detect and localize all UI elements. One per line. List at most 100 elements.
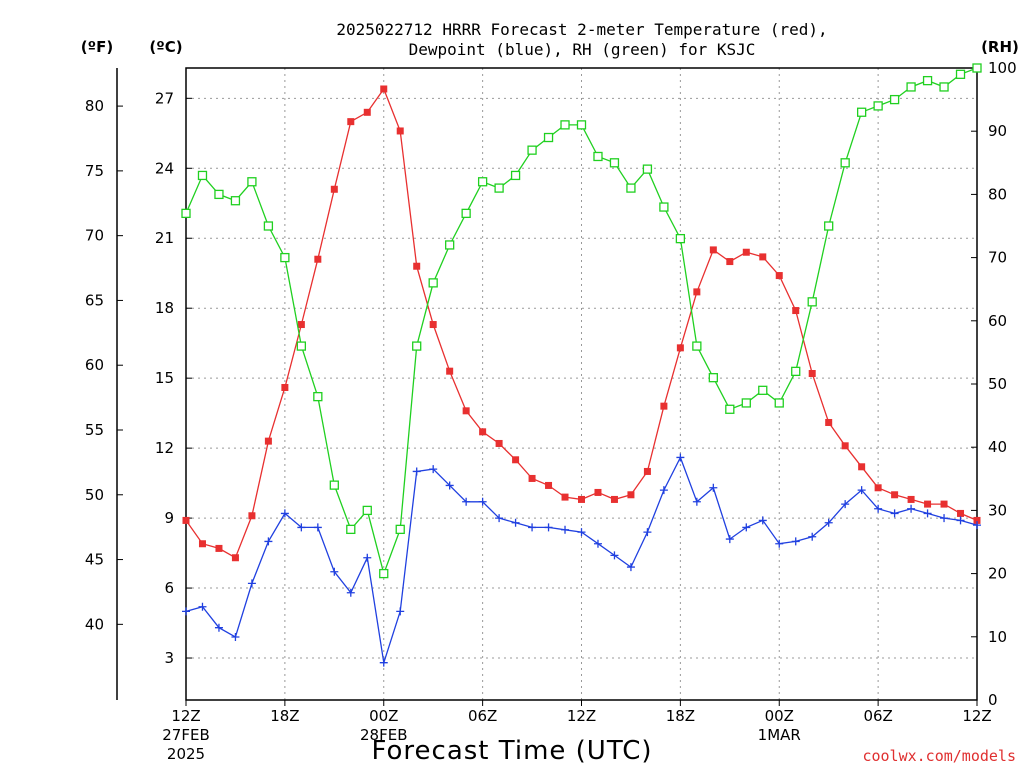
rh-point [576, 120, 587, 130]
dewpoint-point [758, 516, 767, 525]
rh-point [445, 240, 455, 250]
dewpoint-point [495, 514, 504, 523]
temperature-point [643, 467, 651, 475]
fahrenheit-tick-label: 45 [85, 551, 104, 569]
rh-point [856, 107, 867, 117]
rh-point [659, 202, 669, 212]
rh-point [428, 278, 438, 288]
rh-point [758, 385, 768, 395]
rh-point [560, 120, 570, 130]
dewpoint-point [561, 525, 570, 534]
rh-point [791, 366, 801, 377]
temperature-point [446, 367, 454, 375]
temperature-point [924, 500, 932, 508]
x-tick-label: 06Z [468, 707, 497, 725]
dewpoint-point [676, 453, 685, 462]
rh-point [593, 151, 603, 162]
dewpoint-point [280, 509, 289, 518]
temperature-point [561, 493, 569, 501]
dewpoint-point [412, 467, 421, 476]
fahrenheit-tick-label: 40 [85, 615, 104, 633]
temperature-point [512, 456, 520, 464]
dewpoint-point [445, 481, 454, 490]
rh-tick-label: 10 [988, 628, 1007, 646]
rh-point [708, 373, 718, 383]
rh-point [774, 398, 784, 408]
dewpoint-point [791, 537, 800, 546]
dewpoint-point [231, 633, 240, 642]
rh-point [725, 404, 735, 414]
temperature-point [594, 488, 602, 496]
fahrenheit-tick-label: 65 [85, 291, 104, 309]
temperature-point [973, 516, 981, 524]
temperature-point [775, 272, 783, 280]
temperature-point [462, 407, 470, 415]
dewpoint-point [379, 658, 388, 667]
rh-point [972, 63, 982, 73]
temperature-point [297, 321, 305, 329]
rh-point [939, 82, 949, 92]
rh-point [626, 183, 636, 193]
dewpoint-point [462, 497, 471, 506]
rh-point [362, 505, 372, 516]
fahrenheit-tick-label: 60 [85, 356, 104, 374]
rh-point [889, 94, 900, 105]
series-temperature [182, 85, 981, 562]
temperature-point [479, 428, 487, 436]
temperature-point [891, 491, 899, 499]
dewpoint-point [330, 567, 339, 576]
rh-tick-label: 0 [988, 691, 998, 709]
title-line-2: Dewpoint (blue), RH (green) for KSJC [409, 40, 756, 59]
x-tick-label: 12Z [962, 707, 991, 725]
celsius-tick-label: 27 [155, 89, 174, 107]
rh-point [609, 158, 620, 168]
temperature-point [660, 402, 668, 410]
fahrenheit-tick-label: 70 [85, 227, 104, 245]
fahrenheit-tick-label: 75 [85, 162, 104, 180]
dewpoint-point [396, 607, 405, 616]
temperature-point [264, 437, 272, 445]
dewpoint-point [692, 497, 701, 506]
rh-point [313, 391, 323, 402]
dewpoint-point [923, 509, 932, 518]
temperature-point [907, 495, 915, 503]
temperature-point [610, 495, 618, 503]
celsius-tick-label: 6 [164, 579, 174, 597]
fahrenheit-tick-label: 50 [85, 486, 104, 504]
temperature-point [709, 246, 717, 254]
dewpoint-point [429, 465, 438, 474]
celsius-tick-label: 15 [155, 369, 174, 387]
rh-tick-label: 100 [988, 59, 1017, 77]
temperature-point [347, 118, 355, 126]
temperature-point [858, 463, 866, 471]
rh-point [741, 398, 751, 408]
series-dewpoint [182, 453, 981, 667]
temperature-point [314, 255, 322, 263]
rh-point [527, 145, 537, 155]
temperature-point [841, 442, 849, 450]
fahrenheit-tick-label: 55 [85, 421, 104, 439]
dewpoint-point [890, 509, 899, 518]
temperature-point [940, 500, 948, 508]
x-tick-date-label: 1MAR [758, 726, 801, 744]
dewpoint-point [577, 528, 586, 537]
rh-tick-label: 20 [988, 565, 1007, 583]
temperature-point [330, 185, 338, 193]
rh-tick-label: 90 [988, 122, 1007, 140]
celsius-tick-label: 24 [155, 159, 174, 177]
rh-tick-label: 80 [988, 185, 1007, 203]
dewpoint-point [709, 483, 718, 492]
dewpoint-point [313, 523, 322, 532]
temperature-point [759, 253, 767, 261]
celsius-tick-label: 9 [164, 509, 174, 527]
title-line-1: 2025022712 HRRR Forecast 2-meter Tempera… [336, 20, 827, 39]
dewpoint-point [297, 523, 306, 532]
dewpoint-point [363, 553, 372, 562]
x-tick-label: 18Z [666, 707, 695, 725]
temperature-point [380, 85, 388, 93]
temperature-point [578, 495, 585, 503]
temperature-point [874, 484, 882, 492]
temperature-point [627, 491, 635, 499]
rh-unit-label: (RH) [981, 38, 1019, 56]
